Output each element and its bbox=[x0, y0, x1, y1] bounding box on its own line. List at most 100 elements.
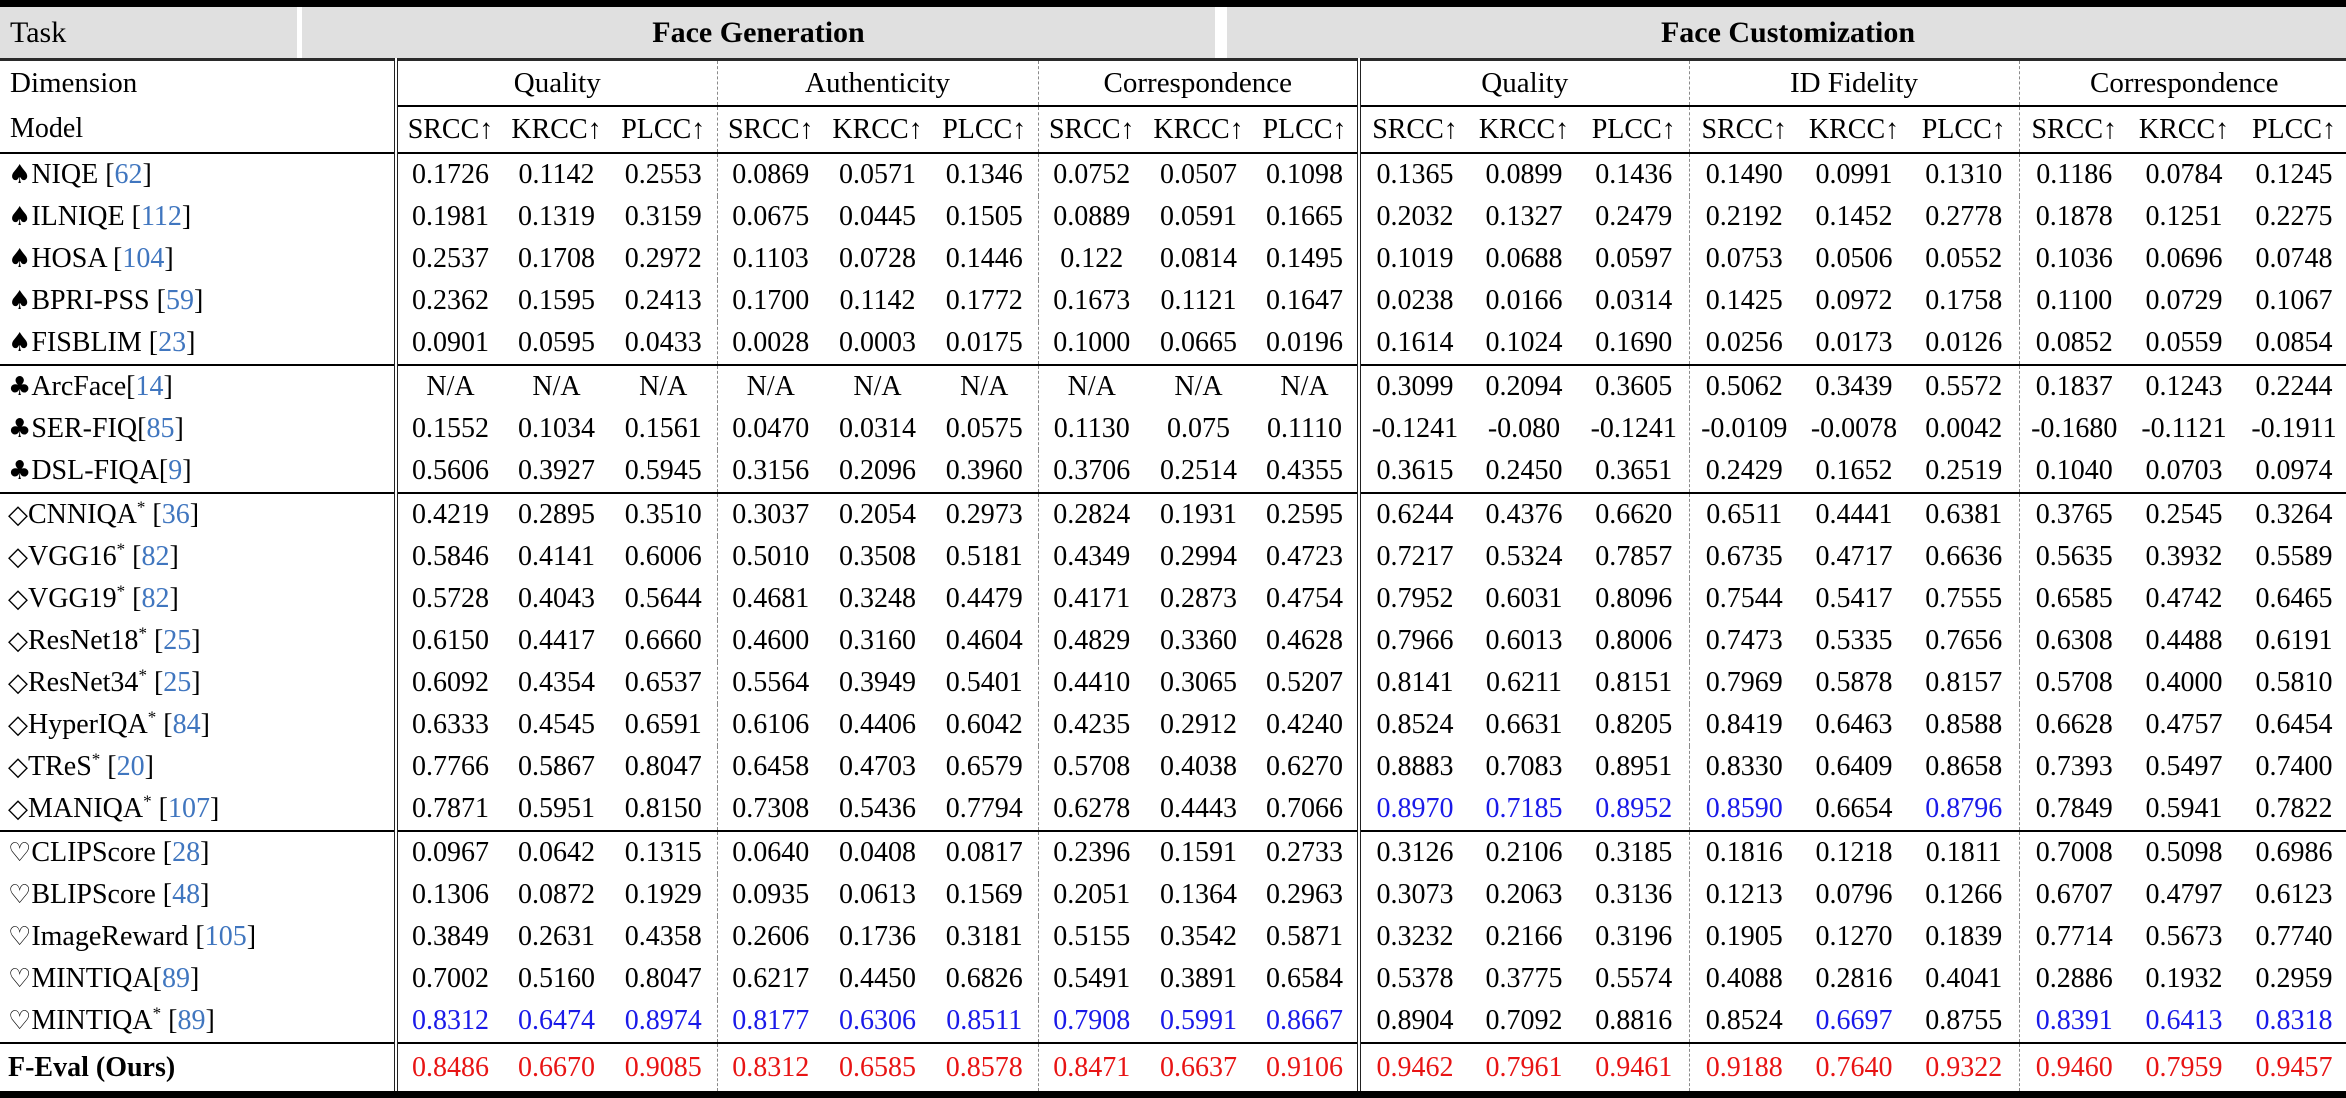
value-cell: 0.4038 bbox=[1160, 751, 1237, 782]
value-cell: 0.1346 bbox=[945, 159, 1023, 190]
value-cell: 0.1310 bbox=[1925, 159, 2003, 190]
pretrained-star: * bbox=[91, 749, 101, 769]
model-name: NIQE bbox=[31, 159, 99, 190]
table-row: ♡ImageReward [105] 0.3849 0.2631 0.4358 0.26… bbox=[0, 916, 2346, 958]
citation-link[interactable]: 62 bbox=[114, 159, 143, 190]
citation-link[interactable]: 36 bbox=[161, 499, 190, 530]
value-cell: 0.0901 bbox=[394, 322, 503, 365]
value-cell: 0.8096 bbox=[1595, 583, 1673, 614]
citation-link[interactable]: 84 bbox=[172, 709, 201, 740]
value-cell: 0.7083 bbox=[1485, 751, 1563, 782]
value-cell: 0.8952 bbox=[1595, 793, 1673, 824]
table-row: ♣SER-FIQ[85] 0.1552 0.1034 0.1561 0.0470 0.03… bbox=[0, 408, 2346, 450]
value-cell: -0.1241 bbox=[1357, 408, 1469, 450]
model-cell: ♠NIQE [62] bbox=[0, 153, 396, 196]
model-name: TReS bbox=[28, 751, 92, 782]
model-name: CNNIQA bbox=[28, 499, 137, 530]
citation-link[interactable]: 85 bbox=[146, 413, 175, 444]
citation-link[interactable]: 82 bbox=[141, 541, 170, 572]
value-cell: 0.1245 bbox=[2255, 159, 2333, 190]
dimension-label: Dimension bbox=[10, 67, 138, 99]
model-name: ImageReward bbox=[31, 921, 189, 952]
value-cell: 0.8588 bbox=[1925, 709, 2003, 740]
value-cell: 0.0470 bbox=[716, 408, 824, 450]
value-cell: 0.5867 bbox=[518, 751, 595, 782]
value-cell: 0.0166 bbox=[1485, 285, 1563, 316]
value-cell: 0.5436 bbox=[839, 793, 916, 824]
value-cell: 0.6191 bbox=[2255, 625, 2333, 656]
value-cell: 0.1142 bbox=[839, 285, 916, 316]
value-cell: 0.2537 bbox=[394, 238, 503, 280]
citation-link[interactable]: 89 bbox=[161, 963, 190, 994]
metric-header-krcc: KRCC↑ bbox=[824, 106, 931, 154]
value-cell: 0.7961 bbox=[1469, 1042, 1579, 1095]
value-cell: 0.0784 bbox=[2145, 159, 2223, 190]
heart-icon: ♡ bbox=[8, 964, 32, 994]
value-cell: 0.3232 bbox=[1357, 916, 1469, 958]
value-cell: 0.1364 bbox=[1160, 879, 1237, 910]
citation-link[interactable]: 14 bbox=[135, 371, 164, 402]
model-cell: ◇TReS* [20] bbox=[0, 746, 396, 788]
value-cell: 0.7966 bbox=[1357, 620, 1469, 662]
metric-header-krcc: KRCC↑ bbox=[1145, 106, 1252, 154]
value-cell: 0.1665 bbox=[1266, 201, 1343, 232]
value-cell: 0.0126 bbox=[1925, 327, 2003, 358]
citation-link[interactable]: 28 bbox=[172, 837, 201, 868]
diamond-icon: ◇ bbox=[8, 500, 28, 530]
value-cell: 0.3065 bbox=[1160, 667, 1237, 698]
citation-link[interactable]: 59 bbox=[165, 285, 194, 316]
metric-header-srcc: SRCC↑ bbox=[716, 106, 824, 154]
task-row: Task Face Generation Face Customization bbox=[0, 3, 2346, 61]
value-cell: 0.0753 bbox=[1688, 238, 1799, 280]
value-cell: N/A bbox=[610, 364, 717, 408]
value-cell: 0.0575 bbox=[945, 413, 1023, 444]
table-row: ◇VGG16* [82] 0.5846 0.4141 0.6006 0.5010 0.35… bbox=[0, 536, 2346, 578]
citation-link[interactable]: 48 bbox=[172, 879, 201, 910]
value-cell: 0.6454 bbox=[2255, 709, 2333, 740]
model-cell: ♡ImageReward [105] bbox=[0, 916, 396, 958]
value-cell: 0.5564 bbox=[716, 662, 824, 704]
value-cell: 0.7740 bbox=[2255, 921, 2333, 952]
value-cell: 0.3196 bbox=[1595, 921, 1673, 952]
value-cell: 0.3264 bbox=[2239, 492, 2346, 536]
value-cell: 0.5098 bbox=[2129, 830, 2239, 874]
value-cell: 0.1040 bbox=[2018, 450, 2129, 493]
model-name: BLIPScore bbox=[31, 879, 156, 910]
value-cell: 0.8524 bbox=[1357, 704, 1469, 746]
citation-link[interactable]: 23 bbox=[158, 327, 187, 358]
citation-link[interactable]: 107 bbox=[167, 793, 210, 824]
value-cell: 0.0595 bbox=[518, 327, 595, 358]
table-row: ◇MANIQA* [107] 0.7871 0.5951 0.8150 0.7308 0.… bbox=[0, 788, 2346, 831]
value-cell: 0.6620 bbox=[1579, 492, 1689, 536]
value-cell: 0.2054 bbox=[824, 492, 931, 536]
citation-link[interactable]: 89 bbox=[177, 1005, 206, 1036]
value-cell: 0.6031 bbox=[1485, 583, 1563, 614]
value-cell: 0.4041 bbox=[1925, 963, 2003, 994]
citation-link[interactable]: 112 bbox=[140, 201, 182, 232]
metric-header-krcc: KRCC↑ bbox=[1469, 106, 1579, 154]
citation-link[interactable]: 20 bbox=[116, 751, 145, 782]
citation-bracket: ] bbox=[189, 963, 200, 994]
value-cell: 0.6270 bbox=[1266, 751, 1343, 782]
value-cell: 0.1591 bbox=[1145, 830, 1252, 874]
value-cell: 0.8578 bbox=[931, 1042, 1038, 1095]
model-cell: ♠FISBLIM [23] bbox=[0, 322, 396, 365]
value-cell: 0.1306 bbox=[394, 874, 503, 916]
value-cell: N/A bbox=[931, 364, 1038, 408]
citation-link[interactable]: 82 bbox=[141, 583, 170, 614]
citation-link[interactable]: 25 bbox=[163, 667, 192, 698]
citation-link[interactable]: 25 bbox=[163, 625, 192, 656]
dimension-header-quality: Quality bbox=[394, 59, 717, 107]
citation-link[interactable]: 9 bbox=[168, 455, 183, 486]
model-cell: ♡MINTIQA[89] bbox=[0, 958, 396, 1000]
value-cell: -0.0078 bbox=[1810, 413, 1898, 444]
value-cell: 0.2362 bbox=[394, 280, 503, 322]
value-cell: 0.1110 bbox=[1267, 413, 1342, 444]
pretrained-star: * bbox=[147, 707, 157, 727]
metric-header-srcc: SRCC↑ bbox=[394, 106, 503, 154]
citation-link[interactable]: 104 bbox=[122, 243, 165, 274]
value-cell: 0.1690 bbox=[1595, 327, 1673, 358]
citation-link[interactable]: 105 bbox=[204, 921, 247, 952]
value-cell: 0.6826 bbox=[945, 963, 1023, 994]
